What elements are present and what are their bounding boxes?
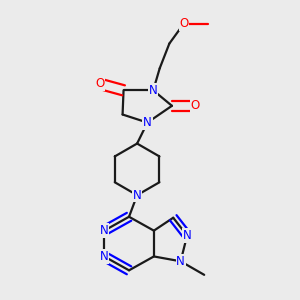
Text: N: N [183,229,191,242]
Text: N: N [100,224,109,237]
Text: N: N [133,189,142,202]
Text: O: O [95,77,105,90]
Text: O: O [179,17,188,30]
Text: N: N [143,116,152,129]
Text: O: O [190,99,200,112]
Text: N: N [176,255,185,268]
Text: N: N [100,250,109,263]
Text: N: N [149,84,158,97]
